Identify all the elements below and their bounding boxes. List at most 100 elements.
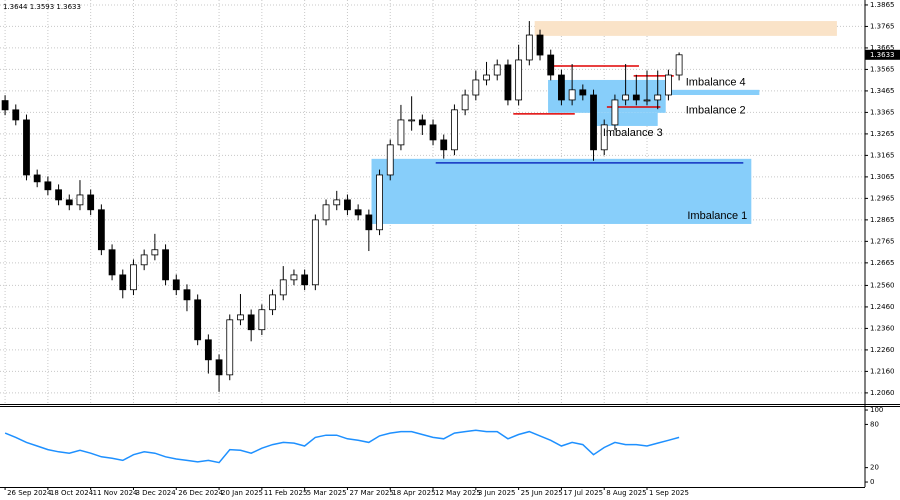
candle-body	[451, 109, 458, 151]
candle-body	[568, 89, 576, 101]
x-tick-label: 18 Apr 2025	[392, 489, 435, 497]
y-tick-label: 1.2965	[870, 194, 895, 202]
candle-body	[386, 144, 394, 176]
x-tick-label: 20 Jan 2025	[221, 489, 263, 497]
candle-body	[472, 79, 480, 96]
candle-body	[322, 204, 330, 221]
candle-body	[515, 59, 523, 101]
candle-body	[237, 314, 244, 321]
y-tick-label: 1.3165	[870, 151, 895, 159]
candle-body	[493, 64, 501, 76]
x-tick-label: 5 Mar 2025	[307, 489, 347, 497]
candle-body	[376, 174, 383, 231]
candle-body	[590, 94, 597, 151]
x-tick-label: 8 Aug 2025	[606, 489, 646, 497]
candle-body	[525, 34, 533, 61]
candle-body	[162, 249, 169, 281]
y-tick-label: 1.3565	[870, 65, 895, 73]
y-tick-label: 1.3265	[870, 130, 895, 138]
zone	[590, 112, 658, 126]
candle-body	[194, 299, 202, 341]
oscillator-line	[4, 429, 680, 464]
y-tick-label: 1.2260	[870, 346, 895, 354]
x-tick-label: 25 Jun 2025	[521, 489, 563, 497]
x-tick-label: 1 Sep 2025	[649, 489, 689, 497]
candle-body	[12, 109, 20, 121]
oscillator-pane	[4, 429, 680, 464]
y-tick-label: 20	[870, 464, 879, 472]
zone	[665, 89, 760, 96]
candle-body	[354, 209, 362, 216]
candle-body	[301, 274, 309, 286]
x-tick-label: 27 Mar 2025	[349, 489, 393, 497]
candle-body	[461, 94, 469, 111]
x-tick-label: 26 Dec 2024	[178, 489, 223, 497]
candle-body	[108, 249, 116, 276]
y-tick-label: 1.3465	[870, 87, 895, 95]
zone	[534, 21, 837, 36]
candle-body	[622, 94, 630, 101]
candle-body	[87, 194, 95, 211]
x-tick-label: 3 Dec 2024	[135, 489, 176, 497]
zone	[371, 158, 752, 224]
candle-body	[23, 119, 30, 176]
y-tick-label: 1.2665	[870, 259, 895, 267]
candle-body	[547, 54, 555, 76]
y-tick-label: 1.3365	[870, 108, 895, 116]
candle-body	[333, 199, 341, 206]
candle-body	[397, 119, 405, 146]
candle-body	[215, 359, 223, 376]
x-tick-label: 17 Jul 2025	[563, 489, 603, 497]
x-tick-label: 11 Feb 2025	[264, 489, 308, 497]
y-tick-label: 1.3865	[870, 1, 895, 9]
zone-label: Imbalance 4	[686, 77, 746, 89]
y-tick-label: 80	[870, 420, 879, 428]
y-tick-label: 1.3665	[870, 44, 895, 52]
candle-body	[33, 174, 41, 183]
candle-body	[611, 99, 619, 126]
zone	[548, 79, 666, 113]
candle-body	[311, 219, 319, 286]
zone-label: Imbalance 1	[687, 210, 747, 222]
y-tick-label: 1.2560	[870, 281, 895, 289]
candle-body	[151, 249, 159, 256]
candle-body	[440, 139, 448, 151]
candle-body	[504, 64, 512, 101]
candle-body	[675, 54, 683, 76]
y-tick-label: 1.2060	[870, 389, 895, 397]
price-pane	[0, 0, 865, 403]
candle-body	[344, 199, 351, 211]
y-tick-label: 1.3065	[870, 173, 895, 181]
candle-body	[44, 181, 52, 191]
x-tick-label: 26 Sep 2024	[7, 489, 52, 497]
zone-label: Imbalance 2	[686, 105, 746, 117]
y-tick-label: 0	[870, 478, 874, 486]
y-tick-label: 1.2160	[870, 367, 895, 375]
price-header: 1.3644 1.3593 1.3633	[3, 3, 81, 11]
candle-body	[418, 119, 426, 126]
candle-body	[665, 74, 672, 96]
candle-body	[97, 209, 105, 251]
x-tick-label: 11 Nov 2024	[93, 489, 138, 497]
candle-body	[172, 279, 180, 291]
candle-body	[258, 309, 266, 331]
y-tick-label: 100	[870, 406, 883, 414]
candle-body	[429, 124, 437, 141]
candle-body	[290, 274, 298, 281]
candle-body	[130, 264, 137, 291]
x-tick-label: 12 May 2025	[435, 489, 481, 497]
y-tick-label: 1.2865	[870, 216, 895, 224]
candle-body	[365, 214, 373, 231]
candle-body	[55, 189, 62, 201]
candle-body	[654, 94, 662, 101]
x-tick-label: 3 Jun 2025	[478, 489, 516, 497]
candle-body	[279, 279, 287, 296]
candle-body	[204, 339, 212, 361]
candle-body	[579, 89, 587, 96]
current-price-box	[865, 49, 900, 60]
y-tick-label: 1.2460	[870, 303, 895, 311]
candle-body	[643, 99, 651, 102]
candle-body	[632, 94, 640, 101]
current-price-label: 1.3633	[870, 51, 895, 59]
